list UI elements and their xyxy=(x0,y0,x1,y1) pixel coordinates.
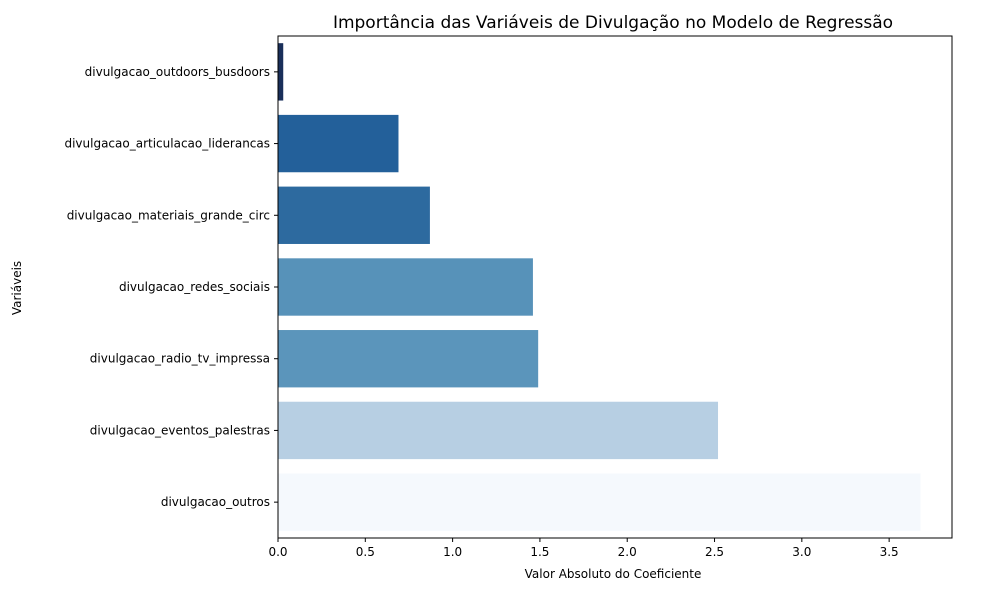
y-tick-label: divulgacao_redes_sociais xyxy=(119,280,270,294)
x-tick-label: 3.0 xyxy=(792,545,811,559)
bar-divulgacao_materiais_grande_circ xyxy=(278,186,430,244)
x-tick-label: 0.5 xyxy=(356,545,375,559)
x-tick-label: 3.5 xyxy=(880,545,899,559)
y-tick-label: divulgacao_radio_tv_impressa xyxy=(90,352,270,366)
chart-title: Importância das Variáveis de Divulgação … xyxy=(333,13,893,33)
y-axis-title: Variáveis xyxy=(10,261,24,315)
bar-divulgacao_articulacao_liderancas xyxy=(278,114,399,173)
y-tick-label: divulgacao_outdoors_busdoors xyxy=(85,65,270,79)
plot-frame xyxy=(277,35,953,539)
x-axis-title: Valor Absoluto do Coeficiente xyxy=(525,567,702,581)
x-tick-label: 1.5 xyxy=(530,545,549,559)
y-tick-label: divulgacao_eventos_palestras xyxy=(90,423,270,437)
y-tick-label: divulgacao_materiais_grande_circ xyxy=(67,208,270,222)
bar-divulgacao_redes_sociais xyxy=(278,258,533,316)
bar-divulgacao_eventos_palestras xyxy=(278,401,719,460)
y-tick-label: divulgacao_outros xyxy=(161,495,270,509)
bar-divulgacao_outros xyxy=(278,473,921,531)
y-tick-label: divulgacao_articulacao_liderancas xyxy=(64,137,270,151)
x-tick-label: 2.0 xyxy=(618,545,637,559)
bar-divulgacao_radio_tv_impressa xyxy=(278,330,539,388)
bar-divulgacao_outdoors_busdoors xyxy=(278,43,284,101)
x-tick-label: 2.5 xyxy=(705,545,724,559)
x-tick-label: 1.0 xyxy=(443,545,462,559)
x-tick-label: 0.0 xyxy=(268,545,287,559)
